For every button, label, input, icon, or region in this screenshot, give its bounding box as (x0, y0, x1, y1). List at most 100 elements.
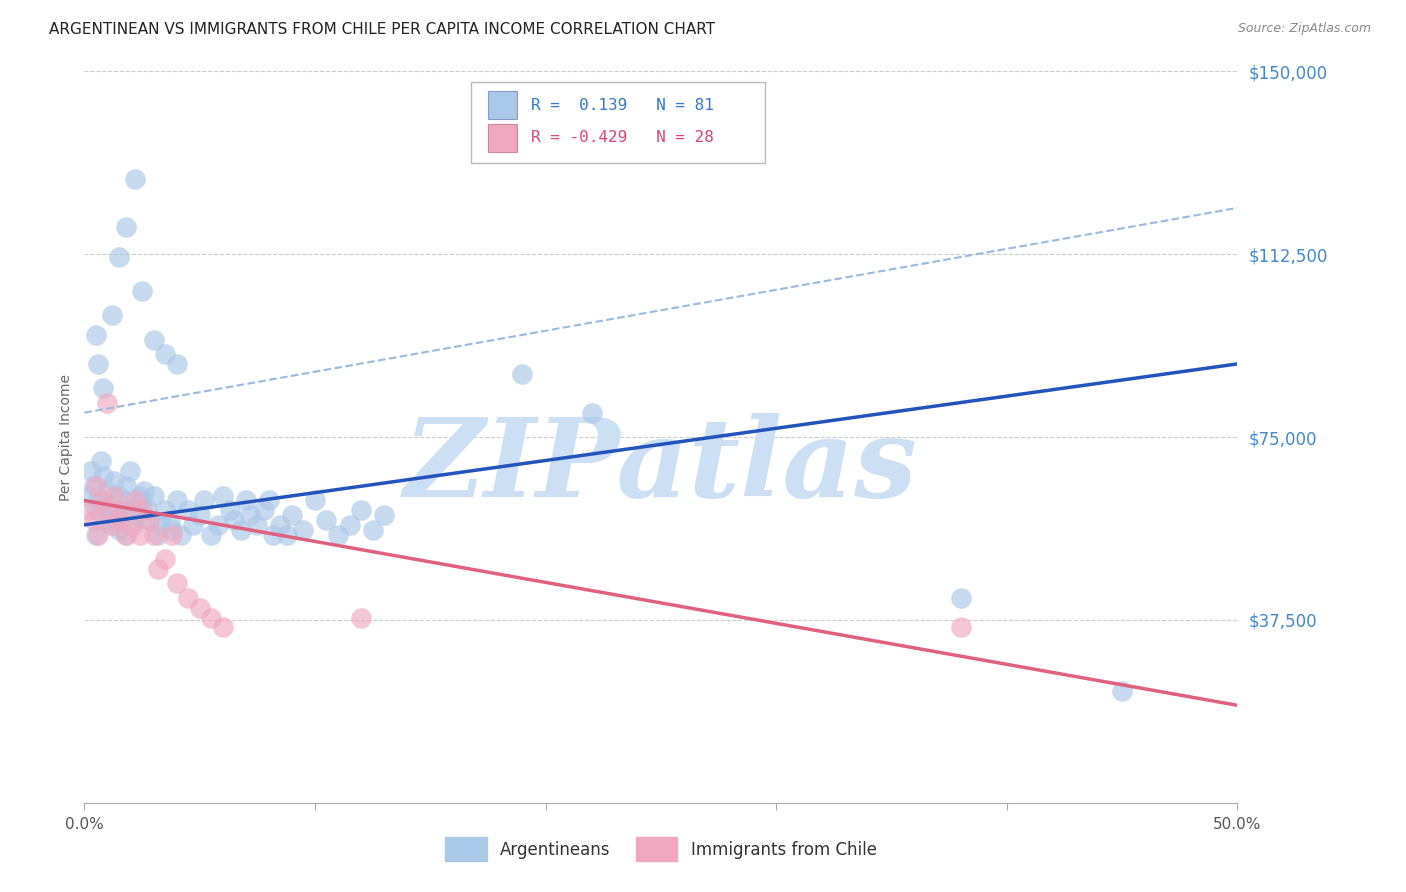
Point (98, 508, 121, 522)
Point (166, 357, 188, 371)
Point (101, 517, 124, 532)
Point (146, 562, 169, 576)
Point (153, 503, 176, 517)
Point (200, 527, 222, 541)
Point (128, 527, 150, 541)
Point (110, 503, 132, 517)
Point (108, 513, 131, 527)
Point (138, 513, 160, 527)
Point (231, 523, 253, 537)
Point (142, 333, 165, 347)
Point (181, 517, 204, 532)
Point (211, 620, 233, 634)
Point (160, 527, 183, 541)
Point (115, 527, 138, 541)
Point (193, 493, 215, 508)
Point (257, 493, 280, 508)
Point (276, 527, 298, 541)
Point (124, 171, 146, 186)
Point (83, 513, 105, 527)
Bar (488, 124, 517, 152)
Point (124, 508, 146, 522)
Point (373, 508, 395, 522)
Point (134, 483, 156, 498)
Point (120, 464, 142, 478)
Point (128, 489, 150, 503)
Point (188, 508, 211, 522)
Point (138, 513, 160, 527)
Point (949, 591, 972, 605)
Point (84, 479, 107, 493)
Point (117, 503, 139, 517)
Point (269, 517, 291, 532)
Point (108, 523, 131, 537)
Point (101, 308, 124, 322)
Text: ARGENTINEAN VS IMMIGRANTS FROM CHILE PER CAPITA INCOME CORRELATION CHART: ARGENTINEAN VS IMMIGRANTS FROM CHILE PER… (49, 22, 716, 37)
Point (146, 527, 169, 541)
Point (235, 493, 257, 508)
Point (159, 513, 181, 527)
Point (177, 503, 200, 517)
Point (153, 552, 176, 566)
Text: ZIPatlas: ZIPatlas (404, 413, 918, 520)
Point (84, 527, 107, 541)
Point (131, 503, 153, 517)
Point (1111, 683, 1133, 698)
Point (101, 517, 124, 532)
Point (115, 479, 138, 493)
Point (84, 327, 107, 342)
Point (77, 503, 100, 517)
Point (131, 284, 153, 298)
Point (91, 469, 114, 483)
Point (350, 610, 373, 624)
Point (211, 489, 233, 503)
Point (91, 381, 114, 395)
Point (131, 493, 153, 508)
Point (89, 454, 111, 468)
Point (304, 493, 326, 508)
Point (103, 489, 125, 503)
Point (142, 489, 165, 503)
Point (200, 610, 222, 624)
Point (124, 493, 146, 508)
Point (115, 527, 138, 541)
Legend: Argentineans, Immigrants from Chile: Argentineans, Immigrants from Chile (439, 830, 883, 868)
Point (142, 527, 165, 541)
Point (149, 517, 172, 532)
Point (361, 523, 384, 537)
Point (115, 220, 138, 235)
Point (292, 523, 315, 537)
Point (949, 620, 972, 634)
Point (315, 513, 337, 527)
Point (135, 503, 157, 517)
Point (96, 396, 118, 410)
Point (207, 517, 229, 532)
Point (153, 347, 176, 361)
Point (87, 493, 110, 508)
Point (84, 503, 107, 517)
Point (96, 503, 118, 517)
Point (110, 513, 132, 527)
Point (253, 503, 276, 517)
Point (112, 493, 135, 508)
Point (218, 503, 240, 517)
Point (262, 527, 284, 541)
Point (120, 517, 142, 532)
Point (166, 493, 188, 508)
Point (166, 576, 188, 591)
Point (108, 250, 131, 264)
Point (94, 513, 117, 527)
Bar (488, 91, 517, 119)
Point (350, 503, 373, 517)
Point (96, 483, 118, 498)
Point (239, 508, 262, 522)
Point (326, 527, 349, 541)
Text: R =  0.139   N = 81: R = 0.139 N = 81 (530, 97, 713, 112)
Point (281, 508, 304, 522)
Point (339, 517, 361, 532)
Point (87, 357, 110, 371)
Point (188, 600, 211, 615)
Point (87, 527, 110, 541)
Point (91, 493, 114, 508)
Point (127, 499, 149, 513)
